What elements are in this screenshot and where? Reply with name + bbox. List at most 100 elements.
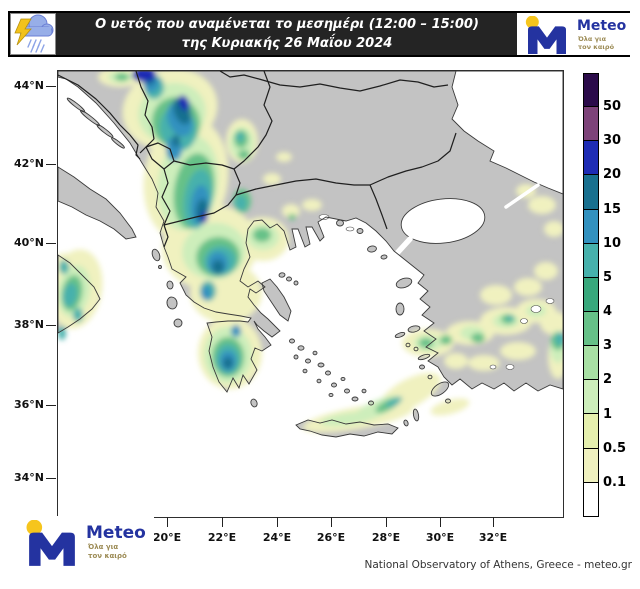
lat-label: 34°N xyxy=(13,471,44,484)
precip-blob-20 xyxy=(200,211,208,223)
precip-blob-0.1 xyxy=(263,173,281,185)
bosphorus-strait xyxy=(504,183,540,209)
precip-blob-0.1 xyxy=(544,221,563,237)
meteo-logo-tagline: Όλα για τον καιρό xyxy=(88,543,127,560)
precip-blob-20 xyxy=(178,95,190,111)
colorbar-value: 0.5 xyxy=(603,440,627,456)
lon-label: 22°E xyxy=(207,531,237,544)
lon-tick xyxy=(386,517,387,527)
lat-label: 42°N xyxy=(13,157,44,170)
lat-label: 44°N xyxy=(13,79,44,92)
precip-blob-0.1 xyxy=(430,398,470,416)
lat-tick xyxy=(46,478,56,479)
lon-label: 24°E xyxy=(262,531,292,544)
precip-blob-3 xyxy=(115,73,129,81)
meteo-logo-top[interactable]: Meteo Όλα για τον καιρό xyxy=(517,13,630,55)
precip-blob-0.1 xyxy=(282,204,300,218)
colorbar-segment xyxy=(583,277,599,312)
colorbar-value: 3 xyxy=(603,338,613,354)
precip-blob-3 xyxy=(440,335,452,345)
meteo-logo-mark-icon xyxy=(26,520,75,566)
lat-tick xyxy=(46,164,56,165)
precip-blob-10 xyxy=(231,325,241,337)
colorbar-segment xyxy=(583,141,599,176)
precip-blob-0.1 xyxy=(276,152,292,162)
lat-label: 36°N xyxy=(13,398,44,411)
precip-blob-0.1 xyxy=(500,342,536,360)
colorbar-value: 50 xyxy=(603,99,622,115)
colorbar-value: 1 xyxy=(603,406,613,422)
precip-blob-3 xyxy=(288,214,296,220)
lat-tick xyxy=(46,243,56,244)
precip-blob-15 xyxy=(212,260,224,274)
precip-blob-3 xyxy=(238,150,250,160)
dardanelles-strait xyxy=(385,236,413,266)
lon-tick xyxy=(277,517,278,527)
lat-tick xyxy=(46,86,56,87)
storm-cloud-rain-icon xyxy=(14,14,54,53)
precip-blob-0.1 xyxy=(444,353,468,369)
colorbar-value: 15 xyxy=(603,201,622,217)
lon-label: 30°E xyxy=(425,531,455,544)
precip-blob-0.1 xyxy=(514,278,542,296)
colorbar-value: 2 xyxy=(603,372,613,388)
lat-tick xyxy=(46,325,56,326)
precip-blob-5 xyxy=(555,332,563,346)
precip-blob-0.1 xyxy=(302,199,322,211)
map-canvas xyxy=(58,71,563,517)
meteo-logo-bottom[interactable]: Meteo Όλα για τον καιρό xyxy=(24,516,154,572)
precip-blob-5 xyxy=(385,396,403,408)
precip-blob-5 xyxy=(506,315,514,321)
colorbar-value: 10 xyxy=(603,235,622,251)
colorbar-segment xyxy=(583,346,599,381)
lon-tick xyxy=(440,517,441,527)
colorbar-value: 5 xyxy=(603,269,613,285)
sea-of-marmara xyxy=(400,198,486,244)
lon-label: 20°E xyxy=(152,531,182,544)
colorbar-value: 0.1 xyxy=(603,474,627,490)
colorbar-value: 4 xyxy=(603,304,613,320)
precip-blob-15 xyxy=(172,135,180,147)
colorbar-segment xyxy=(583,243,599,278)
map-title-line2: της Κυριακής 26 Μαΐου 2024 xyxy=(181,36,393,51)
precip-blob-0.1 xyxy=(540,311,563,335)
precip-blob-5 xyxy=(59,260,69,274)
precip-blob-1 xyxy=(320,411,376,427)
lon-tick xyxy=(493,517,494,527)
lat-label: 40°N xyxy=(13,236,44,249)
lat-label: 38°N xyxy=(13,318,44,331)
meteo-logo-mark-icon xyxy=(525,16,566,54)
precip-blob-5 xyxy=(236,132,244,142)
map-title: Ο υετός που αναμένεται το μεσημέρι (12:0… xyxy=(62,13,512,55)
colorbar-segment xyxy=(583,209,599,244)
meteo-logo-name: Meteo xyxy=(86,523,146,543)
precip-blob-0.1 xyxy=(534,262,558,280)
precip-blob-5 xyxy=(235,195,247,211)
lon-label: 28°E xyxy=(371,531,401,544)
precip-blob-5 xyxy=(58,326,66,340)
precip-blob-3 xyxy=(471,333,485,343)
lakes xyxy=(318,214,555,370)
precip-blob-3 xyxy=(419,338,433,348)
precip-blob-0.1 xyxy=(528,196,556,214)
colorbar-segment xyxy=(583,482,599,517)
lon-tick xyxy=(331,517,332,527)
colorbar-segment xyxy=(583,73,599,108)
colorbar-segment xyxy=(583,414,599,449)
storm-icon-box xyxy=(10,13,56,55)
precip-blob-10 xyxy=(201,286,211,300)
precip-blob-15 xyxy=(223,357,233,369)
lat-tick xyxy=(46,405,56,406)
lon-tick xyxy=(167,517,168,527)
colorbar xyxy=(583,73,599,517)
colorbar-segment xyxy=(583,380,599,415)
black-sea-and-marmara xyxy=(385,71,563,266)
lon-label: 32°E xyxy=(478,531,508,544)
meteo-logo-name: Meteo xyxy=(577,18,627,34)
precip-blob-0.1 xyxy=(480,285,512,305)
colorbar-segment xyxy=(583,448,599,483)
precipitation-map[interactable] xyxy=(57,70,564,518)
lon-label: 26°E xyxy=(316,531,346,544)
colorbar-value: 30 xyxy=(603,133,622,149)
